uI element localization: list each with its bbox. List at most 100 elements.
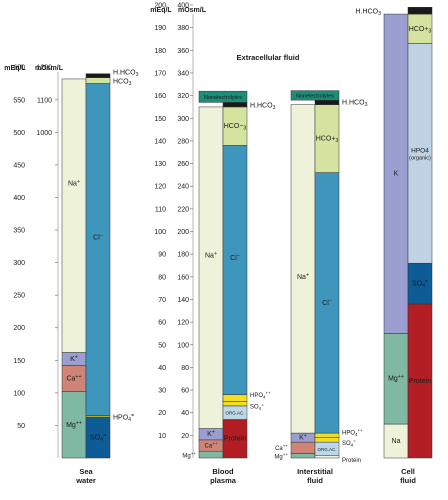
body-meq-tick-label: 160 [154,93,166,100]
seawater-mosm-label: mOsm/L [35,65,64,72]
body-meq-tick-label: 10 [158,433,166,440]
seawater-hco3-label: HCO3 [113,79,132,88]
plasma-anion-so4- [222,401,248,407]
interstitial-cation-ca- [290,441,316,454]
plasma-mg-label: Mg++ [182,451,196,460]
body-meq-tick-label: 100 [154,229,166,236]
body-mosm-tick-label: 100 [177,342,189,349]
body-mosm-tick-label: 380 [177,25,189,32]
cell-hco3-label: HCO+3 [409,26,432,35]
body-mosm-tick-label: 260 [177,161,189,168]
seawater-hpo4-label: HPO4= [113,413,134,423]
body-meq-tick-label: 40 [158,365,166,372]
seawater-meq-tick-label: 50 [17,423,25,430]
body-meq-tick-label: 170 [154,70,166,77]
plasma-protein-label: Protein [224,436,246,443]
cell-k-label: K [394,171,399,178]
seawater-k-label: K+ [70,355,78,364]
plasma-cation-na- [198,106,224,429]
body-mosm-tick-label: 80 [181,365,189,372]
plasma-hco3-label: HCO−3 [224,123,247,132]
plasma-anion-hpo4- [222,394,248,402]
body-meq-tick-label: 190 [154,25,166,32]
seawater-label-line1: Sea [79,467,93,476]
body-mosm-tick-label: 20 [181,433,189,440]
interstitial-anion-so4- [314,437,340,443]
cell-cation-mg- [383,333,409,425]
interstitial-so4-label: SO4= [342,438,356,447]
body-meq-tick-label: 30 [158,388,166,395]
interstitial-k-label: K+ [299,433,307,442]
seawater-mosm-tick-label: 1000 [36,130,52,137]
body-meq-tick-label: 80 [158,274,166,281]
seawater-meq-tick-label: 100 [13,390,25,397]
body-mosm-tick-label: 360 [177,48,189,55]
seawater-meq-tick-label: 450 [13,162,25,169]
cell-so4-label: SO4= [412,279,428,289]
seawater-meq-label: mEq/L [4,65,26,72]
seawater-mosm-tick-label: 1200 [36,65,52,72]
plasma-na-label: Na+ [205,251,217,260]
body-mosm-tick-label: 200 [177,229,189,236]
interstitial-orgac-label: ORG.AC. [317,447,336,452]
body-mosm-tick-label: 220 [177,206,189,213]
seawater-anion-cl- [85,83,111,416]
interstitial-mg-label: Mg++ [274,452,288,461]
labels: Extracellular fluidMg++Ca++K+Na+Cl−SO4=H… [66,9,431,485]
interstitial-label-line1: Interstitial [297,467,333,476]
body-meq-tick-label: 120 [154,184,166,191]
interstitial-hco3-label: HCO+3 [316,136,339,145]
body-mosm-tick-label: 120 [177,320,189,327]
seawater-mosm-tick-label: 1100 [37,97,52,104]
cell-mg-label: Mg++ [388,374,404,383]
seawater-anion-h-hco3 [85,73,111,78]
cell-anion-hco3- [407,13,433,44]
cell-hpo4-label-line1: HPO4 [411,147,429,154]
plasma-cation-mg- [198,450,224,459]
plasma-nonelectrolytes [198,90,248,103]
interstitial-hhco3-label: H.HCO3 [342,99,368,108]
interstitial-nonelectrolytes [290,90,340,101]
body-meq-tick-label: 150 [154,116,166,123]
body-mosm-tick-label: 280 [177,138,189,145]
body-meq-label: mEq/L [150,7,172,14]
cell-hhco3-label: H.HCO3 [356,9,382,17]
body-mosm-tick-label: 320 [177,93,189,100]
cell-label-line1: Cell [401,467,415,476]
cell-protein-label: Protein [409,378,431,385]
seawater-na-label: Na+ [68,179,80,188]
interstitial-ca-label: Ca++ [275,443,288,452]
body-meq-tick-label: 140 [154,138,166,145]
plasma-orgac-label: ORG.AC. [225,411,244,416]
seawater-meq-tick-label: 500 [13,130,25,137]
seawater-meq-tick-label: 350 [13,228,25,235]
body-meq-tick-label: 90 [158,252,166,259]
body-fluid-axis: mEq/L mOsm/L 10 20 20 40 30 60 40 80 50 100 60 120 70 1… [150,3,207,458]
interstitial-nonelectrolytes-label: Nonelectrolytes [296,93,334,99]
seawater-label-line2: water [75,476,96,485]
cell-label-line2: fluid [400,476,416,485]
body-mosm-tick-label: 180 [177,252,189,259]
body-mosm-label: mOsm/L [178,7,207,14]
cell-anion-h-hco3 [407,7,433,15]
body-meq-tick-label: 20 [158,410,166,417]
interstitial-hpo4-label: HPO4++ [342,428,363,437]
seawater-meq-tick-label: 400 [13,195,25,202]
body-mosm-tick-label: 240 [177,184,189,191]
body-meq-tick-label: 130 [154,161,166,168]
body-mosm-tick-label: 340 [177,70,189,77]
body-meq-tick-label: 200 [154,3,166,10]
plasma-nonelectrolytes-label: Nonelectrolytes [204,95,242,101]
cell-anion-so4- [407,262,433,305]
body-meq-tick-label: 180 [154,48,166,55]
seawater-hhco3-label: H.HCO3 [113,70,139,79]
plasma-cl-label: Cl− [230,254,240,263]
interstitial-protein-label: Protein [342,458,361,464]
seawater-cation-na- [61,78,87,353]
interstitial-anion-hpo4- [314,432,340,438]
cell-hpo4-label-line2: (organic) [409,155,431,161]
seawater-axis: mEq/L mOsm/L 50 100 150 200 250 300 350 400 450 500… [4,65,64,458]
interstitial-anion-cl- [314,172,340,434]
seawater-mg-label: Mg++ [66,420,82,429]
body-meq-tick-label: 70 [158,297,166,304]
